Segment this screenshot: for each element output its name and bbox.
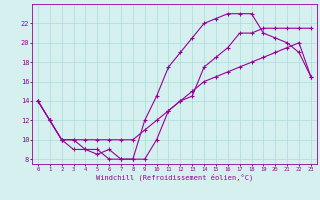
X-axis label: Windchill (Refroidissement éolien,°C): Windchill (Refroidissement éolien,°C) — [96, 173, 253, 181]
